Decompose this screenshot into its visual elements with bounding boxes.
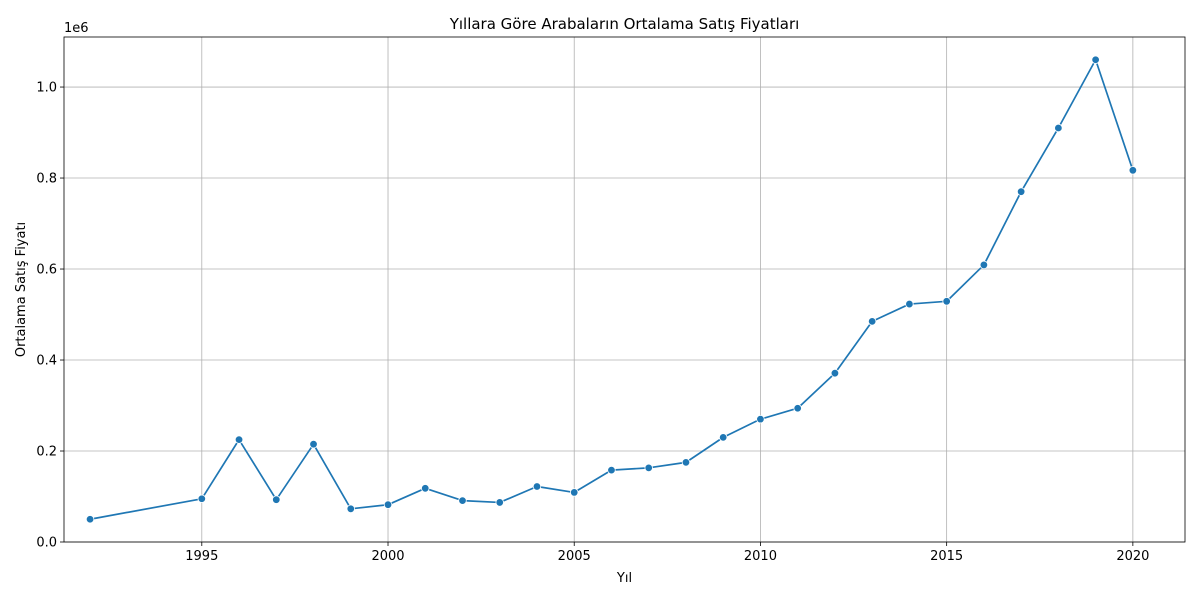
y-axis-label: Ortalama Satış Fiyatı bbox=[14, 222, 29, 357]
y-tick-label: 0.0 bbox=[36, 536, 57, 551]
data-point bbox=[532, 482, 542, 491]
x-tick-label: 2020 bbox=[1116, 549, 1149, 564]
chart-title: Yıllara Göre Arabaların Ortalama Satış F… bbox=[449, 15, 800, 33]
data-point bbox=[1054, 123, 1063, 133]
data-point bbox=[793, 404, 802, 413]
x-axis: 1995 2000 2005 2010 2015 2020 bbox=[185, 542, 1149, 564]
y-offset-text: 1e6 bbox=[64, 21, 89, 36]
series-line bbox=[89, 58, 1134, 521]
plot-frame bbox=[63, 36, 1186, 543]
data-point bbox=[197, 494, 206, 503]
data-point bbox=[421, 484, 430, 493]
data-point bbox=[234, 435, 244, 444]
data-point bbox=[346, 504, 355, 513]
data-point bbox=[644, 463, 653, 473]
y-tick-label: 0.2 bbox=[36, 445, 57, 460]
data-point bbox=[942, 297, 951, 306]
data-point bbox=[272, 495, 281, 504]
grid bbox=[64, 37, 1185, 543]
data-point bbox=[756, 414, 765, 424]
y-tick-label: 0.8 bbox=[36, 172, 57, 187]
data-point bbox=[830, 369, 840, 378]
y-tick-label: 0.6 bbox=[36, 263, 57, 278]
data-point bbox=[1016, 187, 1026, 196]
data-point bbox=[495, 498, 504, 507]
x-tick-label: 1995 bbox=[185, 549, 218, 564]
data-point bbox=[867, 317, 877, 326]
data-point bbox=[979, 260, 989, 270]
series-layer bbox=[85, 55, 1138, 524]
data-point bbox=[383, 500, 393, 509]
x-tick-label: 2015 bbox=[930, 549, 963, 564]
x-tick-label: 2010 bbox=[744, 549, 777, 564]
x-tick-label: 2005 bbox=[558, 549, 591, 564]
data-point bbox=[85, 515, 95, 524]
data-point bbox=[607, 465, 616, 475]
data-point bbox=[1091, 55, 1100, 64]
data-point bbox=[718, 433, 728, 442]
data-point bbox=[570, 488, 579, 497]
data-point bbox=[681, 458, 691, 467]
data-point bbox=[1128, 166, 1138, 175]
x-tick-label: 2000 bbox=[371, 549, 404, 564]
y-tick-label: 0.4 bbox=[36, 354, 57, 369]
y-axis: 0.0 0.2 0.4 0.6 0.8 1.0 bbox=[36, 81, 64, 551]
x-axis-label: Yıl bbox=[616, 571, 632, 586]
data-point bbox=[458, 496, 467, 505]
data-point bbox=[309, 439, 318, 449]
y-tick-label: 1.0 bbox=[36, 81, 57, 96]
data-point bbox=[905, 299, 914, 309]
